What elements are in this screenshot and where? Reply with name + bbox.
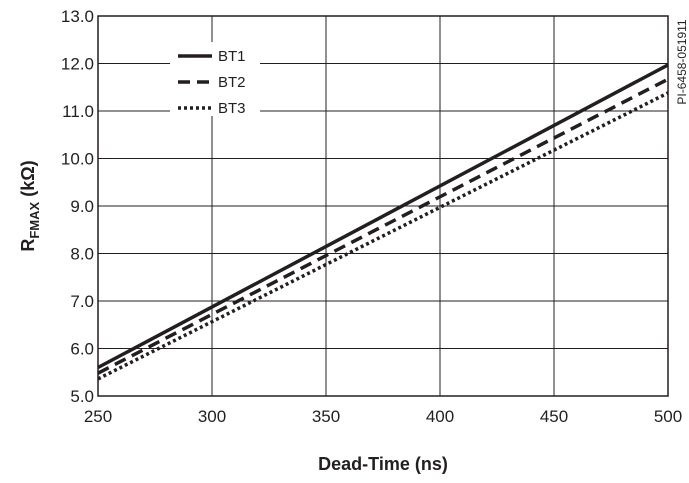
y-tick-label: 7.0: [70, 292, 94, 311]
series-lines: [97, 63, 669, 381]
series-line-bt3: [97, 91, 669, 381]
y-tick-label: 5.0: [70, 387, 94, 406]
legend: BT1 BT2 BT3: [170, 42, 260, 117]
legend-label-bt1: BT1: [218, 48, 246, 65]
x-tick-label: 400: [426, 407, 454, 426]
y-tick-label: 11.0: [62, 102, 94, 121]
y-tick-label: 8.0: [70, 245, 94, 264]
series-line-bt1: [97, 63, 669, 370]
y-tick-label: 12.0: [61, 55, 94, 74]
x-tick-label: 300: [198, 407, 226, 426]
legend-box: [170, 42, 260, 116]
tick-labels: 250 300 350 400 450 500 5.0 6.0 7.0 8.0 9.0 10.0 11.…: [61, 7, 682, 426]
x-tick-label: 350: [312, 407, 340, 426]
y-axis-title-unit: (kΩ): [18, 160, 38, 201]
side-note-bg: [672, 4, 689, 112]
series-line-bt2: [97, 77, 669, 375]
y-tick-label: 6.0: [70, 340, 94, 359]
x-tick-label: 500: [654, 407, 682, 426]
x-tick-label: 450: [540, 407, 568, 426]
y-tick-label: 13.0: [61, 7, 94, 26]
side-note: PI-6458-051911: [675, 19, 689, 105]
y-tick-label: 9.0: [70, 197, 94, 216]
y-tick-label: 10.0: [61, 150, 94, 169]
y-axis-title-subscript: FMAX: [27, 201, 42, 238]
plot-frame: [97, 15, 669, 397]
legend-label-bt2: BT2: [218, 74, 246, 91]
x-tick-label: 250: [84, 407, 112, 426]
y-axis-title: RFMAX (kΩ): [18, 160, 42, 251]
y-axis-title-main: R: [18, 239, 38, 252]
legend-label-bt3: BT3: [218, 100, 246, 117]
x-axis-title: Dead-Time (ns): [318, 454, 448, 474]
